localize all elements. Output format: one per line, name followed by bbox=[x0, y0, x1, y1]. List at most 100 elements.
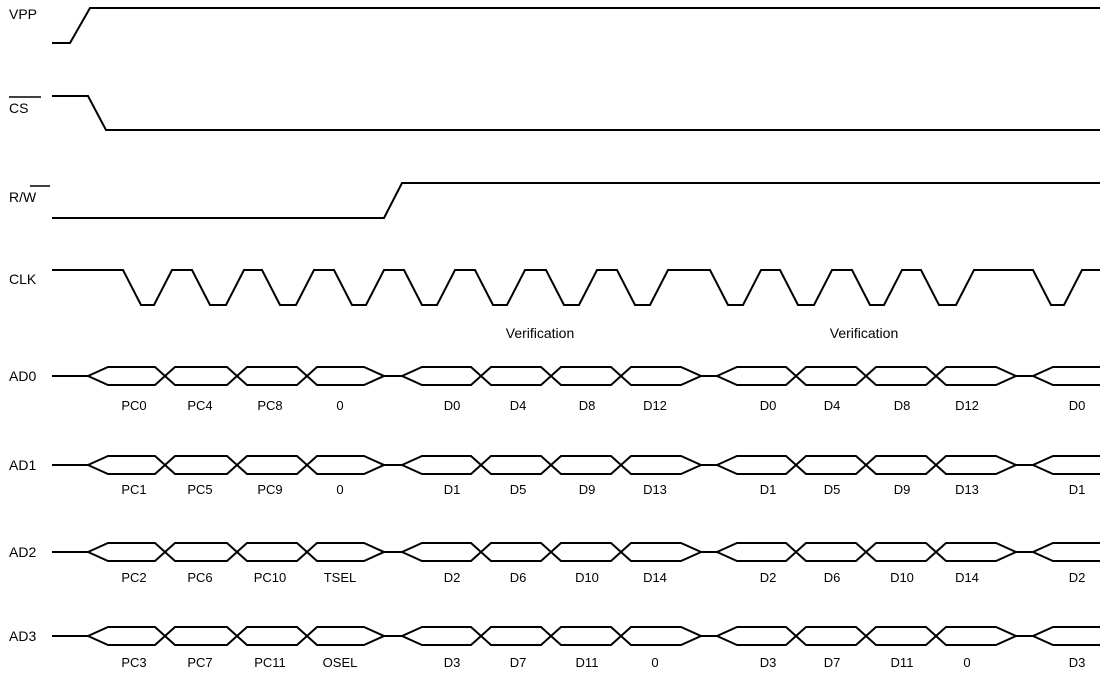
bus-label: PC4 bbox=[187, 398, 212, 413]
cs-label: CS bbox=[9, 96, 41, 116]
bus-label: PC1 bbox=[121, 482, 146, 497]
bus-label: 0 bbox=[336, 482, 343, 497]
bus-label: D9 bbox=[894, 482, 911, 497]
bus-cell bbox=[401, 366, 483, 386]
bus-cell bbox=[865, 626, 938, 646]
bus-label: PC8 bbox=[257, 398, 282, 413]
clk-waveform-group bbox=[52, 269, 1100, 306]
bus-cell bbox=[87, 366, 167, 386]
bus-cell bbox=[795, 626, 868, 646]
bus-cell bbox=[164, 626, 239, 646]
bus-label: D8 bbox=[579, 398, 596, 413]
bus-cell bbox=[164, 366, 239, 386]
bus-label: D6 bbox=[824, 570, 841, 585]
rw-w-text: W bbox=[23, 189, 37, 205]
bus-cell bbox=[401, 455, 483, 475]
bus-label: D3 bbox=[1069, 655, 1086, 670]
bus-cell bbox=[87, 455, 167, 475]
bus-label: OSEL bbox=[323, 655, 358, 670]
bus-label: 0 bbox=[336, 398, 343, 413]
bus-cell bbox=[865, 542, 938, 562]
bus-label: D12 bbox=[955, 398, 979, 413]
bus-cell bbox=[87, 542, 167, 562]
bus-label: PC2 bbox=[121, 570, 146, 585]
bus-ad2: AD2 PC2 PC6 PC10 TSEL D2 D6 D10 D14 D2 D6 D10 D14 D2 bbox=[9, 542, 1100, 585]
bus-label: D11 bbox=[576, 655, 599, 670]
bus-label: D4 bbox=[510, 398, 527, 413]
bus-label: D7 bbox=[824, 655, 841, 670]
bus-label: D1 bbox=[760, 482, 777, 497]
bus-cell bbox=[795, 366, 868, 386]
bus-label: D13 bbox=[955, 482, 979, 497]
verification-note-1: Verification bbox=[506, 325, 574, 341]
bus-label: D2 bbox=[1069, 570, 1086, 585]
bus-cell bbox=[550, 542, 623, 562]
bus-label: D3 bbox=[760, 655, 777, 670]
bus-label: D13 bbox=[643, 482, 667, 497]
bus-cell bbox=[550, 455, 623, 475]
bus-cell bbox=[236, 455, 309, 475]
bus-label: D1 bbox=[444, 482, 461, 497]
bus-cell bbox=[87, 626, 167, 646]
bus-cell bbox=[1030, 542, 1100, 562]
bus-cell bbox=[620, 542, 704, 562]
bus-label: D2 bbox=[444, 570, 461, 585]
bus-cell bbox=[550, 626, 623, 646]
bus-cell bbox=[401, 626, 483, 646]
bus-label: PC3 bbox=[121, 655, 146, 670]
bus-cell bbox=[236, 366, 309, 386]
bus-label: PC7 bbox=[187, 655, 212, 670]
bus-cell bbox=[716, 366, 798, 386]
bus-cell bbox=[935, 366, 1019, 386]
bus-cell bbox=[306, 455, 387, 475]
bus-label: PC0 bbox=[121, 398, 146, 413]
bus-label: D14 bbox=[955, 570, 979, 585]
svg-text:R/W: R/W bbox=[9, 189, 37, 205]
rw-label: R/W bbox=[9, 185, 50, 205]
bus-cell bbox=[1030, 626, 1100, 646]
bus-label: D7 bbox=[510, 655, 527, 670]
bus-ad0-name: AD0 bbox=[9, 368, 36, 384]
bus-label: PC5 bbox=[187, 482, 212, 497]
bus-cell bbox=[480, 542, 553, 562]
vpp-label: VPP bbox=[9, 6, 37, 22]
bus-label: PC11 bbox=[254, 655, 286, 670]
clk-waveform bbox=[52, 269, 1100, 306]
bus-label: PC6 bbox=[187, 570, 212, 585]
bus-cell bbox=[865, 366, 938, 386]
vpp-waveform bbox=[52, 7, 1100, 44]
bus-ad2-name: AD2 bbox=[9, 544, 36, 560]
cs-waveform bbox=[52, 95, 1100, 131]
bus-cell bbox=[935, 455, 1019, 475]
bus-cell bbox=[865, 455, 938, 475]
bus-label: D10 bbox=[575, 570, 599, 585]
bus-cell bbox=[401, 542, 483, 562]
bus-cell bbox=[236, 626, 309, 646]
bus-cell bbox=[935, 542, 1019, 562]
bus-label: 0 bbox=[963, 655, 970, 670]
bus-cell bbox=[620, 626, 704, 646]
bus-cell bbox=[480, 626, 553, 646]
bus-waveform-group: AD0 PC0 PC4 PC8 0 D0 D4 D8 D12 D0 D4 D8 D12 D0 AD1 PC1 P… bbox=[9, 366, 1100, 670]
bus-cell bbox=[935, 626, 1019, 646]
bus-ad1-name: AD1 bbox=[9, 457, 36, 473]
bus-cell bbox=[306, 542, 387, 562]
bus-cell bbox=[1030, 455, 1100, 475]
bus-ad3-name: AD3 bbox=[9, 628, 36, 644]
bus-ad3: AD3 PC3 PC7 PC11 OSEL D3 D7 D11 0 D3 D7 D11 0 D3 bbox=[9, 626, 1100, 670]
bus-cell bbox=[620, 455, 704, 475]
bus-label: D2 bbox=[760, 570, 777, 585]
bus-cell bbox=[480, 366, 553, 386]
bus-cell bbox=[716, 542, 798, 562]
bus-cell bbox=[716, 455, 798, 475]
bus-label: PC9 bbox=[257, 482, 282, 497]
bus-label: D12 bbox=[643, 398, 667, 413]
bus-cell bbox=[550, 366, 623, 386]
bus-cell bbox=[306, 626, 387, 646]
bus-label: D3 bbox=[444, 655, 461, 670]
bus-cell bbox=[795, 455, 868, 475]
bus-label: D8 bbox=[894, 398, 911, 413]
bus-label: D0 bbox=[760, 398, 777, 413]
bus-label: D4 bbox=[824, 398, 841, 413]
